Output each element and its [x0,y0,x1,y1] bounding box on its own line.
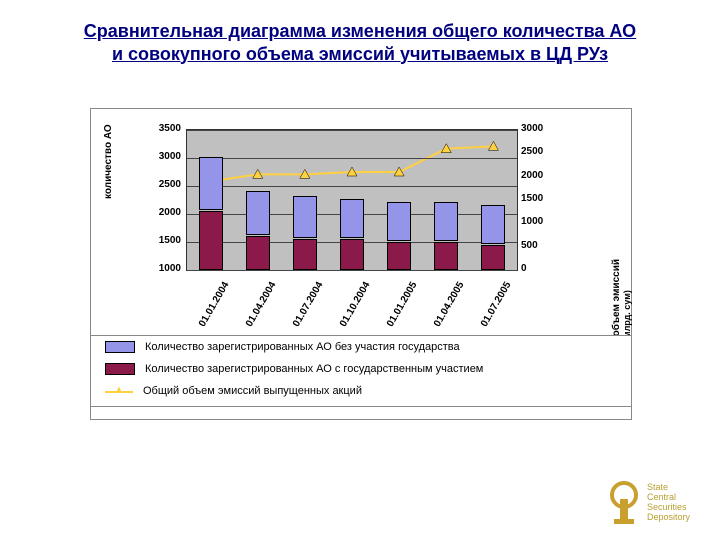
y-left-tick-label: 3000 [131,152,181,162]
legend: Количество зарегистрированных АО без уча… [90,335,632,407]
y-left-tick-label: 3500 [131,124,181,134]
bar-segment-nostate [481,205,505,244]
bar-segment-nostate [293,196,317,238]
bar-segment-nostate [434,202,458,241]
bar-segment-state [199,211,223,270]
legend-item: Количество зарегистрированных АО без уча… [91,336,631,358]
y-right-tick-label: 1500 [521,194,571,204]
legend-line-icon [105,386,133,396]
y-right-tick-label: 0 [521,264,571,274]
legend-label: Количество зарегистрированных АО с госуд… [145,363,483,375]
y-left-tick-label: 2000 [131,208,181,218]
y-right-tick-label: 1000 [521,217,571,227]
y-right-tick-label: 2000 [521,171,571,181]
bar-segment-state [387,242,411,270]
bar-segment-nostate [340,199,364,238]
slide: Сравнительная диаграмма изменения общего… [0,0,720,540]
legend-swatch-icon [105,341,135,353]
logo-text-line: Depository [647,513,690,523]
plot-area [186,129,518,271]
bar-segment-state [293,239,317,270]
bar-segment-state [340,239,364,270]
legend-item: Количество зарегистрированных АО с госуд… [91,358,631,380]
y-right-tick-label: 500 [521,241,571,251]
title-line-1: Сравнительная диаграмма изменения общего… [84,21,636,41]
legend-item: Общий объем эмиссий выпущенных акций [91,380,631,402]
bar-segment-nostate [246,191,270,236]
logo: State Central Securities Depository [607,481,690,525]
bar-segment-nostate [387,202,411,241]
legend-label: Общий объем эмиссий выпущенных акций [143,385,362,397]
bar-segment-state [481,245,505,270]
legend-swatch-icon [105,363,135,375]
logo-icon [607,481,641,525]
page-title: Сравнительная диаграмма изменения общего… [20,20,700,65]
y-left-tick-label: 1500 [131,236,181,246]
title-line-2: и совокупного объема эмиссий учитываемых… [112,44,608,64]
y-right-tick-label: 3000 [521,124,571,134]
logo-text: State Central Securities Depository [647,483,690,523]
y-left-tick-label: 1000 [131,264,181,274]
y-left-axis-title: количество АО [103,124,114,199]
legend-label: Количество зарегистрированных АО без уча… [145,341,460,353]
y-left-tick-label: 2500 [131,180,181,190]
bar-segment-state [434,242,458,270]
bar-segment-state [246,236,270,270]
bar-segment-nostate [199,157,223,210]
y-right-tick-label: 2500 [521,147,571,157]
